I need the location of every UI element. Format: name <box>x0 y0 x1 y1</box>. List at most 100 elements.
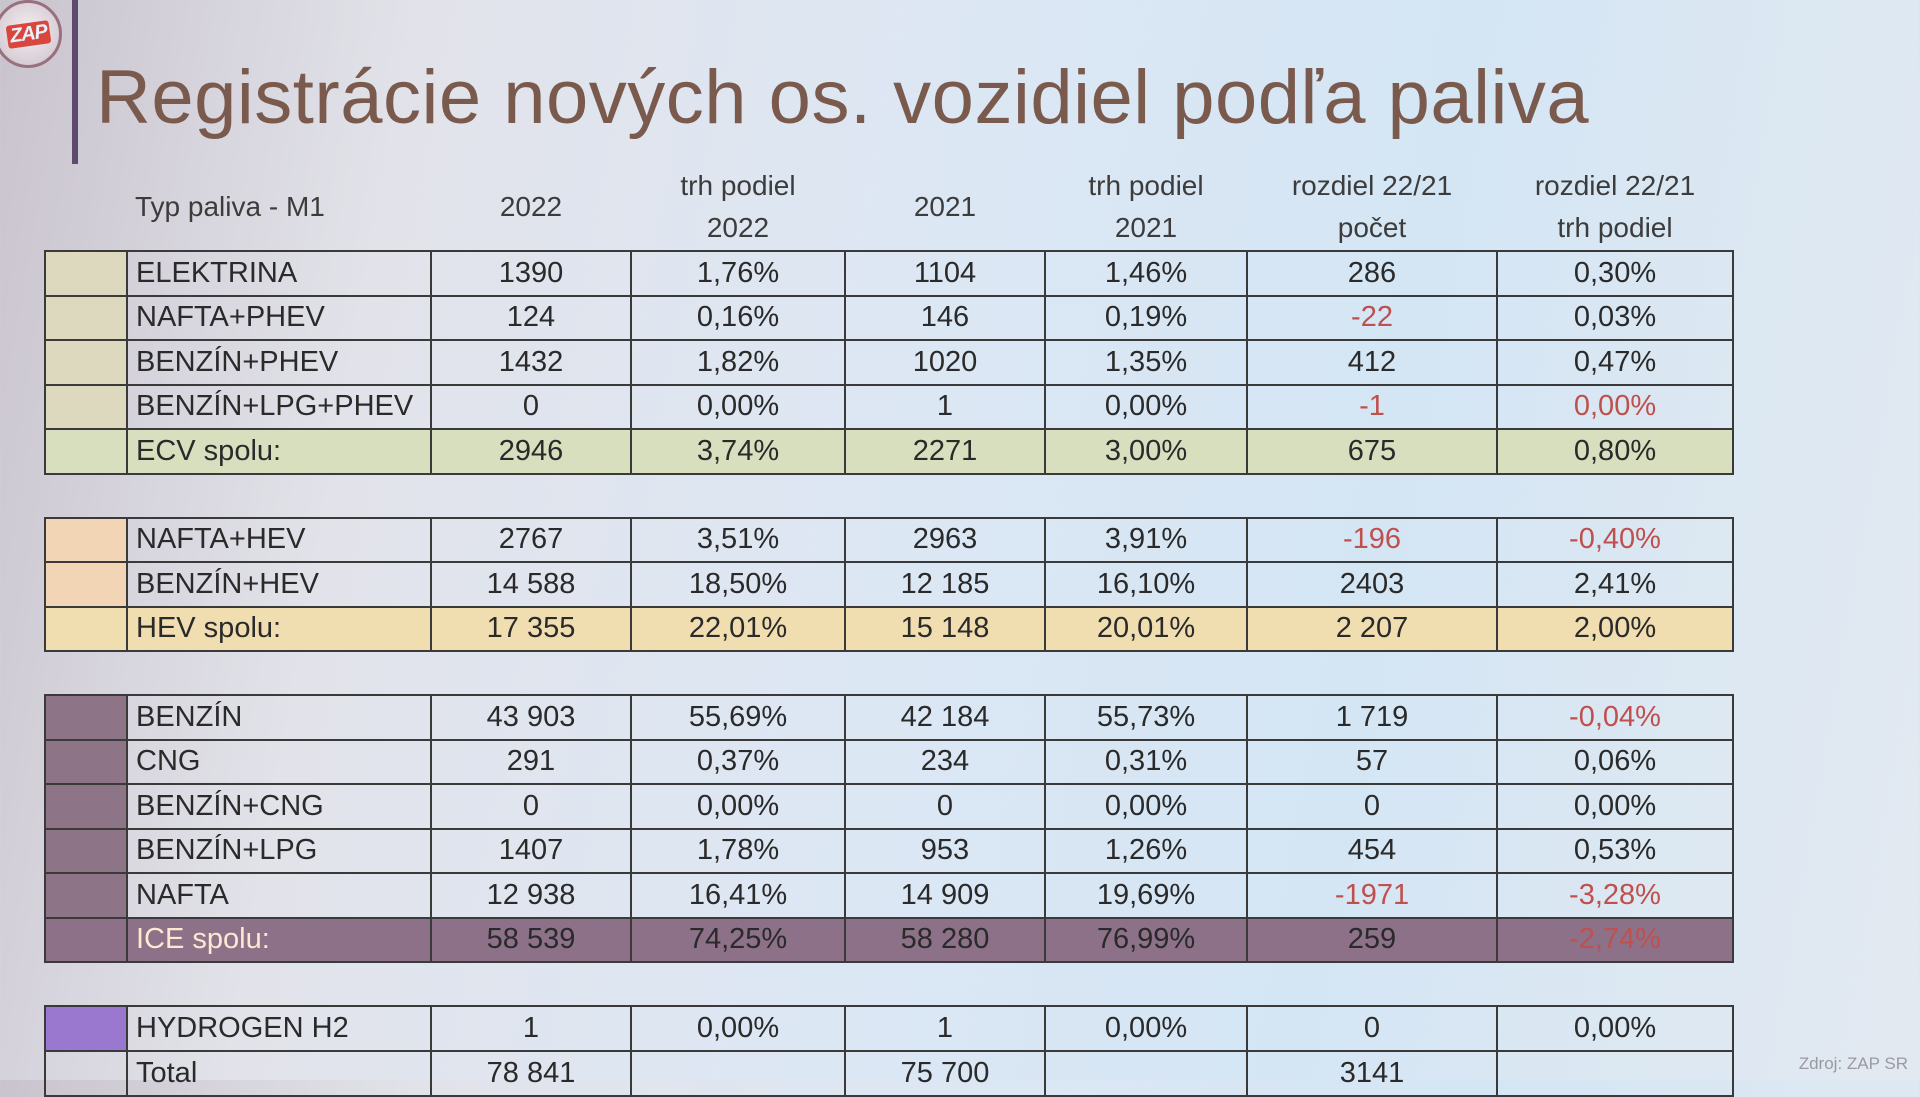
fuel-name: BENZÍN <box>126 694 432 741</box>
value-2021: 146 <box>844 294 1046 341</box>
diff-count: 259 <box>1246 916 1498 963</box>
group-swatch <box>44 827 128 874</box>
value-2022: 291 <box>430 738 632 785</box>
value-2022: 1 <box>430 1005 632 1052</box>
fuel-name: BENZÍN+LPG <box>126 827 432 874</box>
group-swatch <box>44 516 128 563</box>
table-body: ELEKTRINA 1390 1,76% 1104 1,46% 286 0,30… <box>44 250 1734 1097</box>
value-2022: 124 <box>430 294 632 341</box>
header-share-2022-line1: trh podiel <box>680 170 796 201</box>
value-2022: 78 841 <box>430 1049 632 1097</box>
share-2022: 55,69% <box>630 694 846 741</box>
value-2021: 953 <box>844 827 1046 874</box>
fuel-name: HEV spolu: <box>126 605 432 652</box>
value-2021: 14 909 <box>844 872 1046 919</box>
share-2022: 1,76% <box>630 250 846 297</box>
diff-count: 0 <box>1246 1005 1498 1052</box>
group-spacer <box>45 651 1733 695</box>
value-2022: 1432 <box>430 339 632 386</box>
diff-share: 0,00% <box>1496 383 1734 430</box>
group-swatch <box>44 738 128 785</box>
diff-share: 0,80% <box>1496 428 1734 475</box>
share-2021: 1,46% <box>1044 250 1248 297</box>
group-spacer <box>45 962 1733 1006</box>
value-2022: 1390 <box>430 250 632 297</box>
diff-share: 0,06% <box>1496 738 1734 785</box>
header-share-2021-line1: trh podiel <box>1088 170 1204 201</box>
share-2021: 16,10% <box>1044 561 1248 608</box>
fuel-name: NAFTA+HEV <box>126 516 432 563</box>
group-swatch <box>44 383 128 430</box>
share-2022: 22,01% <box>630 605 846 652</box>
table-row-ice-total: ICE spolu: 58 539 74,25% 58 280 76,99% 2… <box>44 916 1734 963</box>
fuel-name: BENZÍN+CNG <box>126 783 432 830</box>
share-2022 <box>630 1049 846 1097</box>
header-share-2022-line2: 2022 <box>706 212 770 243</box>
share-2021: 55,73% <box>1044 694 1248 741</box>
share-2022: 0,16% <box>630 294 846 341</box>
header-diff-share-line2: trh podiel <box>1557 212 1673 243</box>
page-title: Registrácie nových os. vozidiel podľa pa… <box>96 55 1590 140</box>
share-2022: 0,00% <box>630 383 846 430</box>
group-swatch <box>44 250 128 297</box>
group-swatch <box>44 872 128 919</box>
fuel-name: ECV spolu: <box>126 428 432 475</box>
group-spacer <box>45 474 1733 518</box>
share-2022: 3,74% <box>630 428 846 475</box>
table-row-hydrogen-h2: HYDROGEN H2 1 0,00% 1 0,00% 0 0,00% <box>44 1005 1734 1052</box>
fuel-name: BENZÍN+PHEV <box>126 339 432 386</box>
value-2021: 58 280 <box>844 916 1046 963</box>
table-row-elektrina: ELEKTRINA 1390 1,76% 1104 1,46% 286 0,30… <box>44 250 1734 297</box>
value-2021: 15 148 <box>844 605 1046 652</box>
group-swatch <box>44 1005 128 1052</box>
share-2022: 0,00% <box>630 783 846 830</box>
diff-count: -1 <box>1246 383 1498 430</box>
share-2021: 1,26% <box>1044 827 1248 874</box>
diff-share: 0,00% <box>1496 783 1734 830</box>
table-row-nafta-phev: NAFTA+PHEV 124 0,16% 146 0,19% -22 0,03% <box>44 294 1734 341</box>
diff-share: -3,28% <box>1496 872 1734 919</box>
diff-count: 2 207 <box>1246 605 1498 652</box>
share-2021: 3,91% <box>1044 516 1248 563</box>
zap-logo: ZAP <box>0 0 62 68</box>
diff-share: 2,00% <box>1496 605 1734 652</box>
table-row-benzin-phev: BENZÍN+PHEV 1432 1,82% 1020 1,35% 412 0,… <box>44 339 1734 386</box>
diff-count: 0 <box>1246 783 1498 830</box>
group-swatch <box>44 694 128 741</box>
share-2022: 1,82% <box>630 339 846 386</box>
diff-count: 3141 <box>1246 1049 1498 1097</box>
value-2021: 1 <box>844 383 1046 430</box>
group-swatch <box>44 605 128 652</box>
table-header: Typ paliva - M1 2022 trh podiel 2022 2021… <box>45 164 1733 251</box>
header-2021: 2021 <box>913 191 977 222</box>
diff-share: 0,53% <box>1496 827 1734 874</box>
diff-count: 286 <box>1246 250 1498 297</box>
share-2021: 1,35% <box>1044 339 1248 386</box>
value-2021: 1 <box>844 1005 1046 1052</box>
share-2022: 0,37% <box>630 738 846 785</box>
group-swatch <box>44 428 128 475</box>
diff-count: 675 <box>1246 428 1498 475</box>
table-row-cng: CNG 291 0,37% 234 0,31% 57 0,06% <box>44 738 1734 785</box>
table-row-ecv-total: ECV spolu: 2946 3,74% 2271 3,00% 675 0,8… <box>44 428 1734 475</box>
value-2022: 14 588 <box>430 561 632 608</box>
group-swatch <box>44 916 128 963</box>
fuel-name: CNG <box>126 738 432 785</box>
value-2022: 58 539 <box>430 916 632 963</box>
value-2021: 75 700 <box>844 1049 1046 1097</box>
diff-share: 0,03% <box>1496 294 1734 341</box>
table-row-nafta: NAFTA 12 938 16,41% 14 909 19,69% -1971 … <box>44 872 1734 919</box>
diff-share <box>1496 1049 1734 1097</box>
value-2022: 2767 <box>430 516 632 563</box>
share-2022: 74,25% <box>630 916 846 963</box>
header-diff-share-line1: rozdiel 22/21 <box>1534 170 1696 201</box>
share-2021: 0,19% <box>1044 294 1248 341</box>
header-swatch <box>45 164 127 251</box>
group-swatch <box>44 294 128 341</box>
diff-share: 0,30% <box>1496 250 1734 297</box>
share-2021: 19,69% <box>1044 872 1248 919</box>
group-swatch <box>44 1049 128 1097</box>
fuel-name: ICE spolu: <box>126 916 432 963</box>
header-diff-count-line1: rozdiel 22/21 <box>1291 170 1453 201</box>
share-2021: 20,01% <box>1044 605 1248 652</box>
